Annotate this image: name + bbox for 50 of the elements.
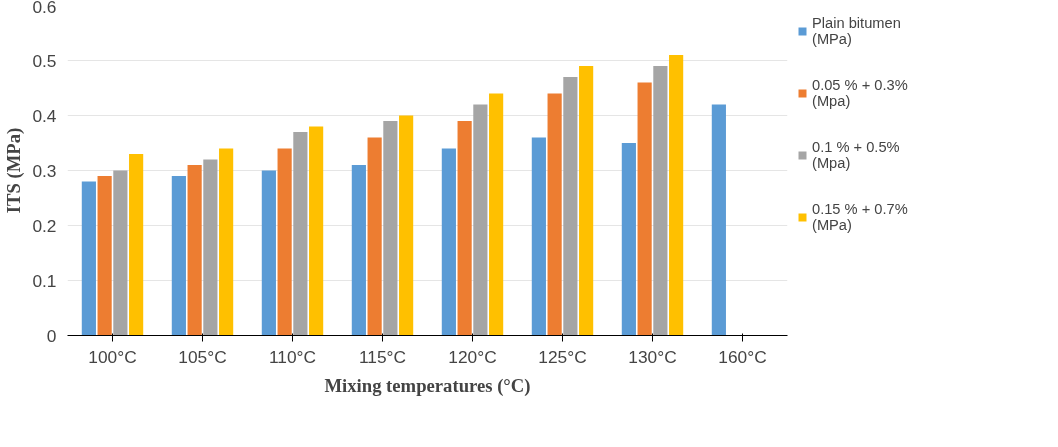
y-tick-label: 0	[46, 325, 57, 346]
x-tick-label: 100°C	[88, 346, 137, 367]
bar	[81, 181, 96, 336]
bar	[531, 137, 546, 336]
bar	[441, 148, 456, 336]
bar	[187, 165, 202, 336]
bar	[637, 82, 652, 336]
bar	[653, 66, 668, 336]
bar	[261, 170, 276, 336]
x-axis-title: Mixing temperatures (°C)	[324, 374, 531, 397]
legend-label: Plain bitumen (MPa)	[812, 15, 901, 47]
y-tick-label: 0.5	[32, 50, 57, 71]
y-tick-label: 0.3	[32, 160, 57, 181]
x-tick-label: 120°C	[448, 346, 497, 367]
bar	[97, 176, 112, 336]
bar	[489, 93, 504, 336]
bar	[563, 77, 578, 336]
bar	[457, 121, 472, 336]
bar	[473, 104, 488, 336]
bar	[579, 66, 594, 336]
bar	[129, 154, 144, 336]
legend-label: 0.15 % + 0.7% (MPa)	[812, 201, 908, 233]
x-tick-label: 105°C	[178, 346, 227, 367]
x-tick-label: 160°C	[718, 346, 767, 367]
bar	[367, 137, 382, 336]
bar	[293, 132, 308, 336]
bar	[399, 115, 414, 336]
y-tick-label: 0.6	[32, 0, 57, 17]
x-tick-label: 130°C	[628, 346, 677, 367]
bar	[711, 104, 726, 336]
bar	[309, 126, 324, 336]
bar	[219, 148, 234, 336]
y-tick-label: 0.4	[32, 105, 57, 126]
y-axis-title: ITS (MPa)	[3, 127, 26, 214]
bar	[669, 55, 684, 336]
bar	[383, 121, 398, 336]
bar	[203, 159, 218, 336]
legend-label: 0.1 % + 0.5% (Mpa)	[812, 139, 900, 171]
bar	[113, 170, 128, 336]
bar	[277, 148, 292, 336]
bar	[351, 165, 366, 336]
x-tick-label: 125°C	[538, 346, 587, 367]
y-tick-label: 0.2	[32, 215, 57, 236]
legend-label: 0.05 % + 0.3% (Mpa)	[812, 77, 908, 109]
x-tick-label: 110°C	[268, 346, 317, 367]
x-tick-label: 115°C	[358, 346, 407, 367]
bar	[171, 176, 186, 336]
bar	[547, 93, 562, 336]
y-tick-label: 0.1	[32, 270, 57, 291]
bar	[621, 143, 636, 336]
